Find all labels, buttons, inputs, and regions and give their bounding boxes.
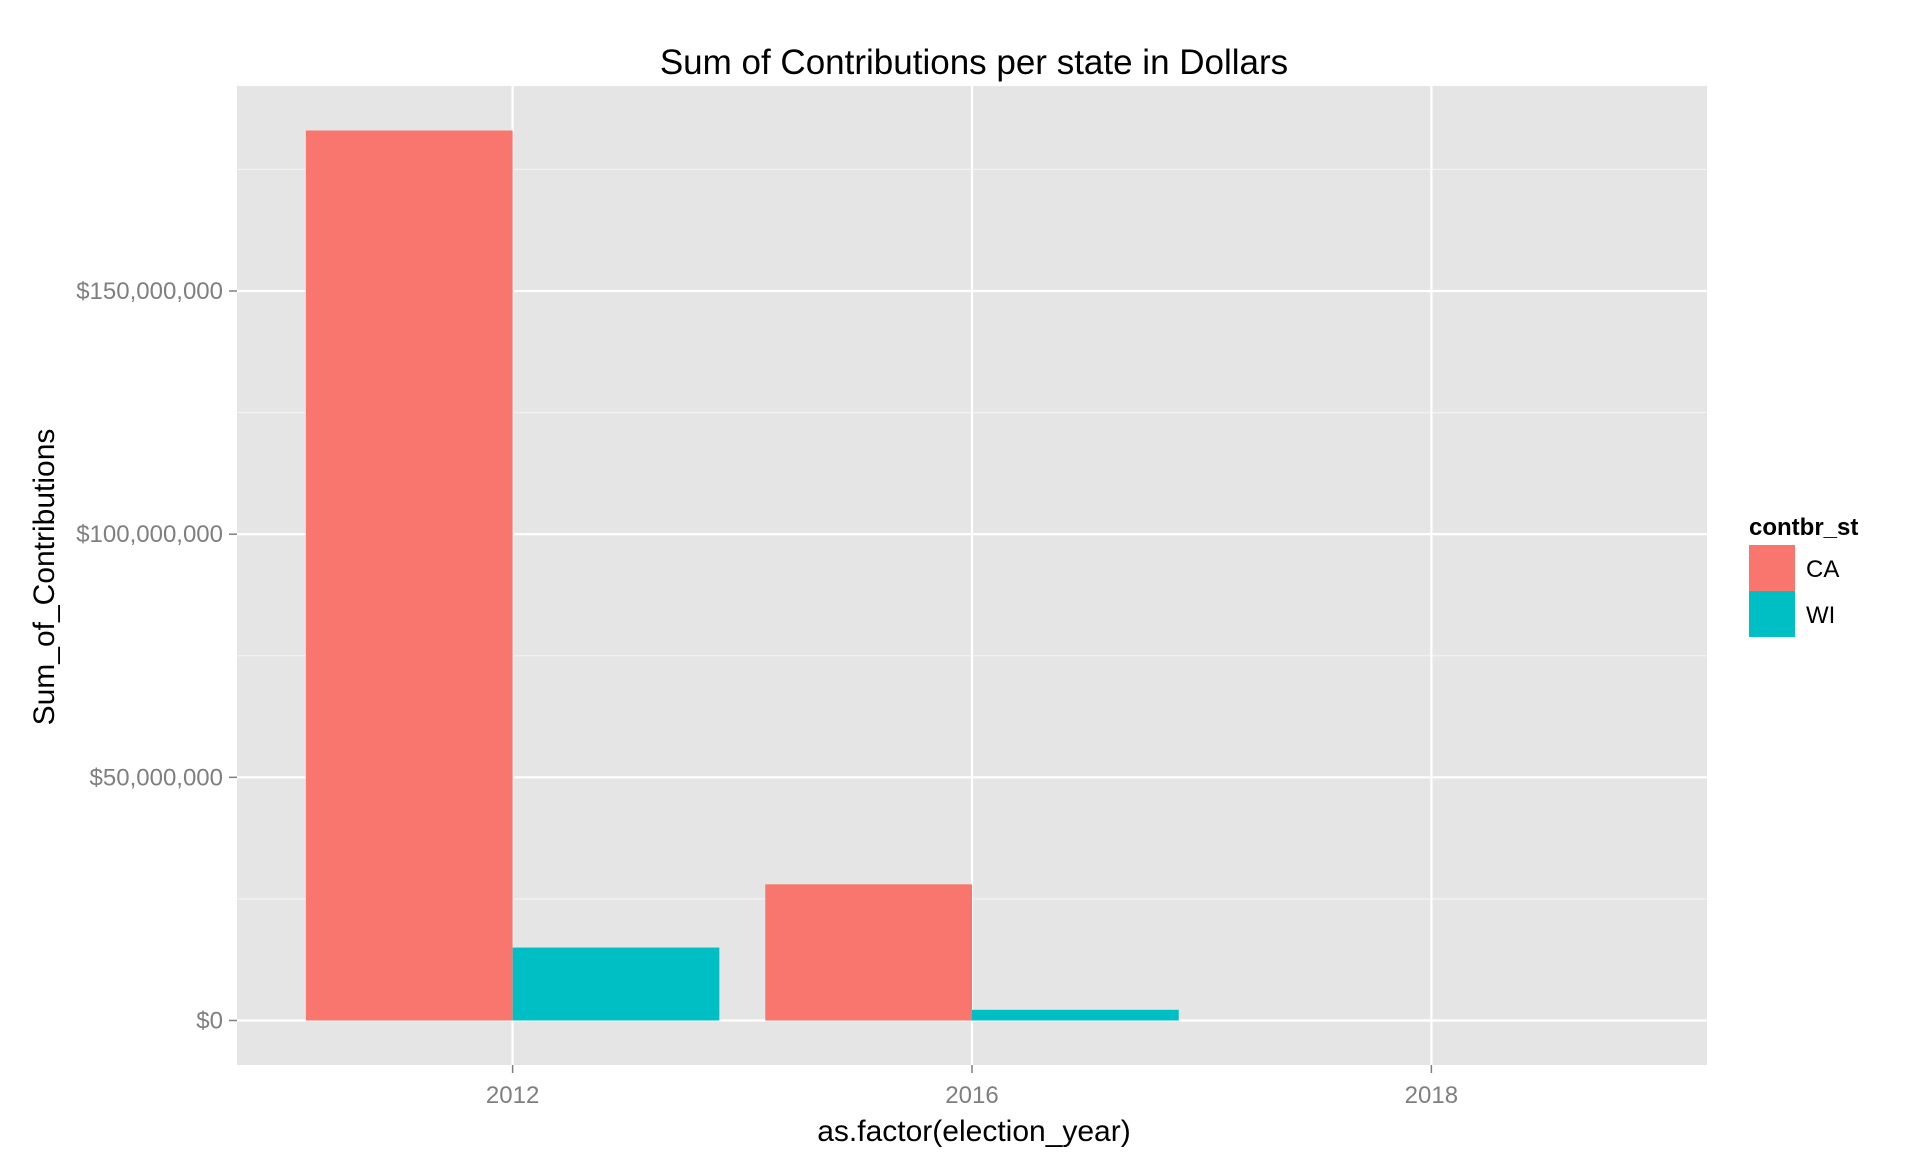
x-axis-title: as.factor(election_year) xyxy=(817,1115,1130,1148)
legend-label-wi: WI xyxy=(1806,602,1835,629)
bar-wi-2012 xyxy=(512,947,720,1021)
y-tick-label: $50,000,000 xyxy=(90,764,223,791)
bar-ca-2012 xyxy=(305,130,513,1021)
legend-items: CA WI xyxy=(1749,545,1839,637)
legend-title: contbr_st xyxy=(1749,514,1858,541)
chart-title: Sum of Contributions per state in Dollar… xyxy=(660,43,1288,82)
y-axis-title: Sum_of_Contributions xyxy=(28,429,61,726)
y-tick-label: $150,000,000 xyxy=(76,278,223,305)
legend-label-ca: CA xyxy=(1806,556,1839,583)
y-tick-label: $0 xyxy=(196,1008,223,1035)
x-tick-label: 2018 xyxy=(1405,1082,1458,1109)
y-axis: $0 $50,000,000 $100,000,000 $150,000,000 xyxy=(76,278,237,1035)
legend-key-wi xyxy=(1749,591,1795,637)
legend: contbr_st CA WI xyxy=(1749,514,1858,637)
y-tick-label: $100,000,000 xyxy=(76,521,223,548)
x-tick-label: 2016 xyxy=(945,1082,998,1109)
legend-key-ca xyxy=(1749,545,1795,591)
bar-ca-2016 xyxy=(765,884,972,1021)
x-tick-label: 2012 xyxy=(486,1082,539,1109)
bar-wi-2016 xyxy=(972,1009,1179,1021)
bars-group xyxy=(305,130,1179,1021)
x-axis: 2012 2016 2018 xyxy=(486,1065,1458,1109)
